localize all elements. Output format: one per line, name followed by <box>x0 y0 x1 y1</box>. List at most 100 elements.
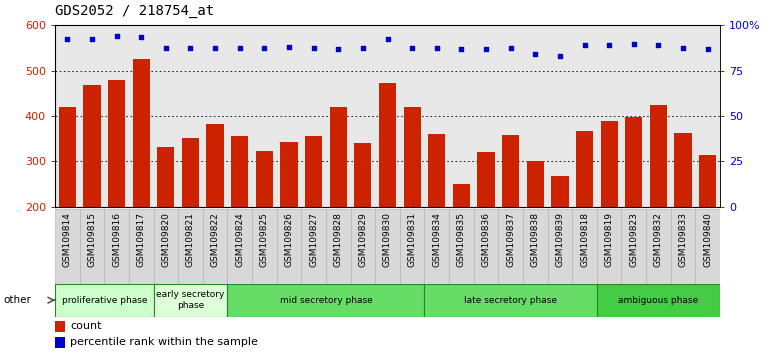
Bar <box>350 209 375 284</box>
Bar <box>79 209 104 284</box>
Bar <box>55 321 65 332</box>
Bar <box>675 133 691 207</box>
Point <box>554 53 566 58</box>
Text: GSM109833: GSM109833 <box>678 212 688 267</box>
Bar <box>477 152 494 207</box>
Text: early secretory
phase: early secretory phase <box>156 291 225 310</box>
Text: GSM109819: GSM109819 <box>604 212 614 267</box>
Text: GSM109816: GSM109816 <box>112 212 121 267</box>
Text: GSM109823: GSM109823 <box>629 212 638 267</box>
Bar <box>276 209 301 284</box>
Bar <box>132 59 150 207</box>
Bar <box>129 209 153 284</box>
Bar <box>527 161 544 207</box>
Point <box>677 45 689 51</box>
Text: GSM109826: GSM109826 <box>284 212 293 267</box>
Bar <box>305 136 322 207</box>
Point <box>381 36 393 41</box>
Bar <box>502 135 519 207</box>
Bar <box>83 85 101 207</box>
Bar <box>280 142 297 207</box>
Text: late secretory phase: late secretory phase <box>464 296 557 305</box>
Bar <box>474 209 498 284</box>
Bar <box>547 209 572 284</box>
Bar <box>203 209 227 284</box>
Text: GSM109828: GSM109828 <box>333 212 343 267</box>
Point <box>504 45 517 51</box>
Bar <box>104 209 129 284</box>
Point <box>283 44 295 50</box>
Text: GSM109817: GSM109817 <box>137 212 146 267</box>
Text: GSM109832: GSM109832 <box>654 212 663 267</box>
Bar <box>646 209 671 284</box>
Bar <box>551 176 568 207</box>
Bar <box>157 147 175 207</box>
Text: proliferative phase: proliferative phase <box>62 296 147 305</box>
Point <box>652 42 665 48</box>
Point <box>357 45 369 51</box>
Point <box>209 45 221 51</box>
Bar <box>326 209 350 284</box>
Text: GSM109837: GSM109837 <box>506 212 515 267</box>
Point <box>135 35 147 40</box>
Bar <box>403 107 420 207</box>
Text: GSM109840: GSM109840 <box>703 212 712 267</box>
Bar <box>597 284 720 317</box>
Text: GSM109836: GSM109836 <box>481 212 490 267</box>
Bar <box>601 121 618 207</box>
Bar <box>153 209 178 284</box>
Text: GSM109818: GSM109818 <box>580 212 589 267</box>
Bar <box>650 105 667 207</box>
Bar <box>576 131 593 207</box>
Bar <box>597 209 621 284</box>
Bar <box>301 209 326 284</box>
Text: GSM109829: GSM109829 <box>358 212 367 267</box>
Bar <box>231 136 249 207</box>
Bar <box>182 138 199 207</box>
Text: GSM109835: GSM109835 <box>457 212 466 267</box>
Point <box>529 51 541 57</box>
Bar <box>55 337 65 348</box>
Bar <box>379 83 396 207</box>
Bar <box>400 209 424 284</box>
Point <box>701 46 714 52</box>
Bar <box>695 209 720 284</box>
Text: other: other <box>4 295 32 305</box>
Point <box>480 46 492 52</box>
Bar <box>621 209 646 284</box>
Text: mid secretory phase: mid secretory phase <box>280 296 373 305</box>
Bar <box>178 209 203 284</box>
Text: GSM109821: GSM109821 <box>186 212 195 267</box>
Point <box>628 41 640 47</box>
Point <box>406 45 418 51</box>
Point <box>61 36 73 41</box>
Point <box>258 45 270 51</box>
Bar <box>252 209 276 284</box>
Bar <box>108 80 126 207</box>
Point <box>307 45 320 51</box>
Bar <box>55 209 79 284</box>
Text: GSM109825: GSM109825 <box>259 212 269 267</box>
Text: GSM109831: GSM109831 <box>407 212 417 267</box>
Text: GSM109820: GSM109820 <box>162 212 170 267</box>
Point <box>110 34 122 39</box>
Bar <box>572 209 597 284</box>
Bar <box>424 209 449 284</box>
Bar <box>354 143 371 207</box>
Text: percentile rank within the sample: percentile rank within the sample <box>70 337 258 347</box>
Text: count: count <box>70 321 102 331</box>
Bar <box>59 107 76 207</box>
Point <box>603 42 615 48</box>
Bar <box>375 209 400 284</box>
Text: GSM109838: GSM109838 <box>531 212 540 267</box>
Bar <box>227 284 424 317</box>
Point <box>85 36 98 41</box>
Bar <box>428 134 445 207</box>
Point <box>184 45 196 51</box>
Bar <box>206 124 224 207</box>
Bar <box>330 107 346 207</box>
Text: GSM109827: GSM109827 <box>309 212 318 267</box>
Text: GSM109834: GSM109834 <box>432 212 441 267</box>
Bar <box>153 284 227 317</box>
Text: GSM109822: GSM109822 <box>210 212 219 267</box>
